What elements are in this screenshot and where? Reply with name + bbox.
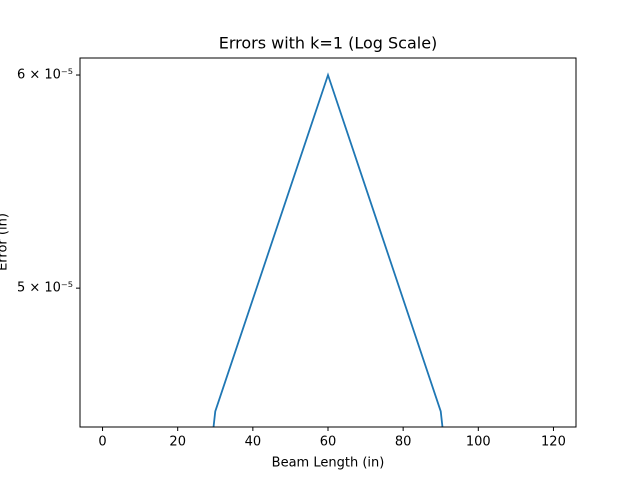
data-line [212,72,444,427]
x-tick-label: 120 [541,435,566,450]
x-tick-label: 40 [245,435,262,450]
x-axis-label: Beam Length (in) [272,456,385,471]
y-tick-label: 5 × 10⁻⁵ [17,281,73,296]
y-tick-label: 6 × 10⁻⁵ [17,68,73,83]
plot-area [212,72,444,427]
axes-frame [79,57,577,428]
x-tick-label: 60 [320,435,337,450]
chart-title: Errors with k=1 (Log Scale) [219,34,438,53]
y-axis-label: Error (in) [0,213,11,271]
x-tick-label: 20 [169,435,186,450]
x-tick-label: 100 [466,435,491,450]
x-tick-label: 80 [395,435,412,450]
x-tick-label: 0 [98,435,106,450]
